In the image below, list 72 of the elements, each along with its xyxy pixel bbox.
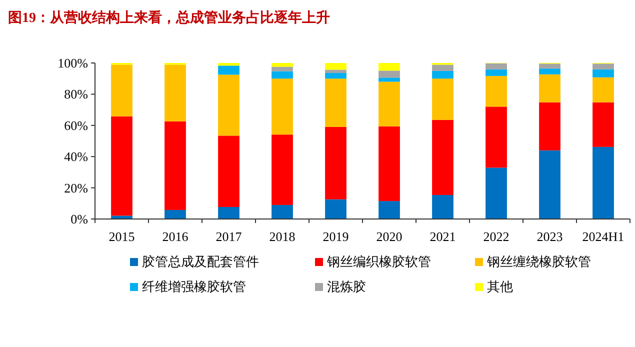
- bar: [325, 199, 346, 219]
- bar: [272, 66, 293, 72]
- legend-label: 胶管总成及配套管件: [142, 254, 259, 269]
- bar: [218, 63, 240, 66]
- bar: [486, 69, 507, 76]
- bar: [592, 77, 614, 102]
- bar: [378, 126, 400, 202]
- bar: [164, 121, 186, 210]
- legend-label: 纤维增强橡胶软管: [142, 279, 246, 294]
- bar: [432, 78, 454, 120]
- bar: [486, 168, 507, 219]
- legend-label: 混炼胶: [327, 279, 366, 294]
- bar: [325, 78, 346, 127]
- x-tick-label: 2016: [162, 229, 189, 244]
- bar: [325, 63, 346, 70]
- chart-title: 图19：从营收结构上来看，总成管业务占比逐年上升: [8, 9, 330, 26]
- bar: [432, 120, 454, 195]
- x-tick-label: 2019: [322, 229, 349, 244]
- bar: [378, 82, 400, 126]
- x-tick-label: 2017: [216, 229, 242, 244]
- bar: [539, 74, 560, 102]
- bar: [218, 206, 240, 219]
- bar: [592, 64, 614, 70]
- bar: [218, 66, 240, 75]
- y-tick-label: 80%: [64, 86, 88, 102]
- legend-label: 钢丝缠绕橡胶软管: [486, 254, 591, 269]
- bar: [272, 134, 293, 205]
- x-tick-label: 2022: [483, 229, 510, 244]
- bar: [272, 71, 293, 79]
- y-tick-label: 40%: [64, 149, 88, 164]
- legend-label: 钢丝编织橡胶软管: [326, 254, 431, 269]
- bar: [486, 63, 507, 70]
- bar: [539, 102, 560, 150]
- bar: [218, 136, 240, 207]
- x-tick-label: 2023: [536, 229, 563, 244]
- bar: [378, 78, 400, 82]
- y-tick-label: 100%: [58, 56, 88, 70]
- bar: [164, 64, 186, 122]
- bar: [592, 146, 614, 219]
- x-tick-label: 2021: [430, 229, 456, 244]
- bar: [592, 69, 614, 78]
- y-tick-label: 0%: [70, 212, 88, 226]
- bar: [325, 72, 346, 79]
- bar: [486, 106, 507, 168]
- bar: [378, 201, 400, 219]
- bar: [272, 204, 293, 219]
- y-tick-label: 20%: [64, 180, 88, 196]
- bar: [272, 63, 293, 67]
- bar: [432, 64, 454, 71]
- bar: [272, 78, 293, 135]
- bar: [539, 68, 560, 74]
- bar: [111, 64, 132, 116]
- bar: [218, 74, 240, 136]
- bar: [325, 126, 346, 200]
- y-tick-label: 60%: [64, 118, 88, 133]
- x-tick-label: 2015: [108, 229, 135, 244]
- bar: [592, 102, 614, 147]
- bar: [111, 216, 132, 219]
- bar: [539, 64, 560, 69]
- bar: [164, 210, 186, 219]
- x-tick-label: 2018: [269, 229, 296, 244]
- bar: [111, 116, 132, 216]
- x-tick-label: 2020: [376, 229, 402, 244]
- bar: [325, 70, 346, 73]
- bar: [486, 76, 507, 107]
- bar: [378, 70, 400, 78]
- bar: [378, 63, 400, 71]
- bar: [539, 150, 560, 219]
- legend-label: 其他: [487, 279, 513, 294]
- bar: [432, 70, 454, 79]
- x-tick-label: 2024H1: [582, 229, 624, 244]
- bar: [432, 194, 454, 219]
